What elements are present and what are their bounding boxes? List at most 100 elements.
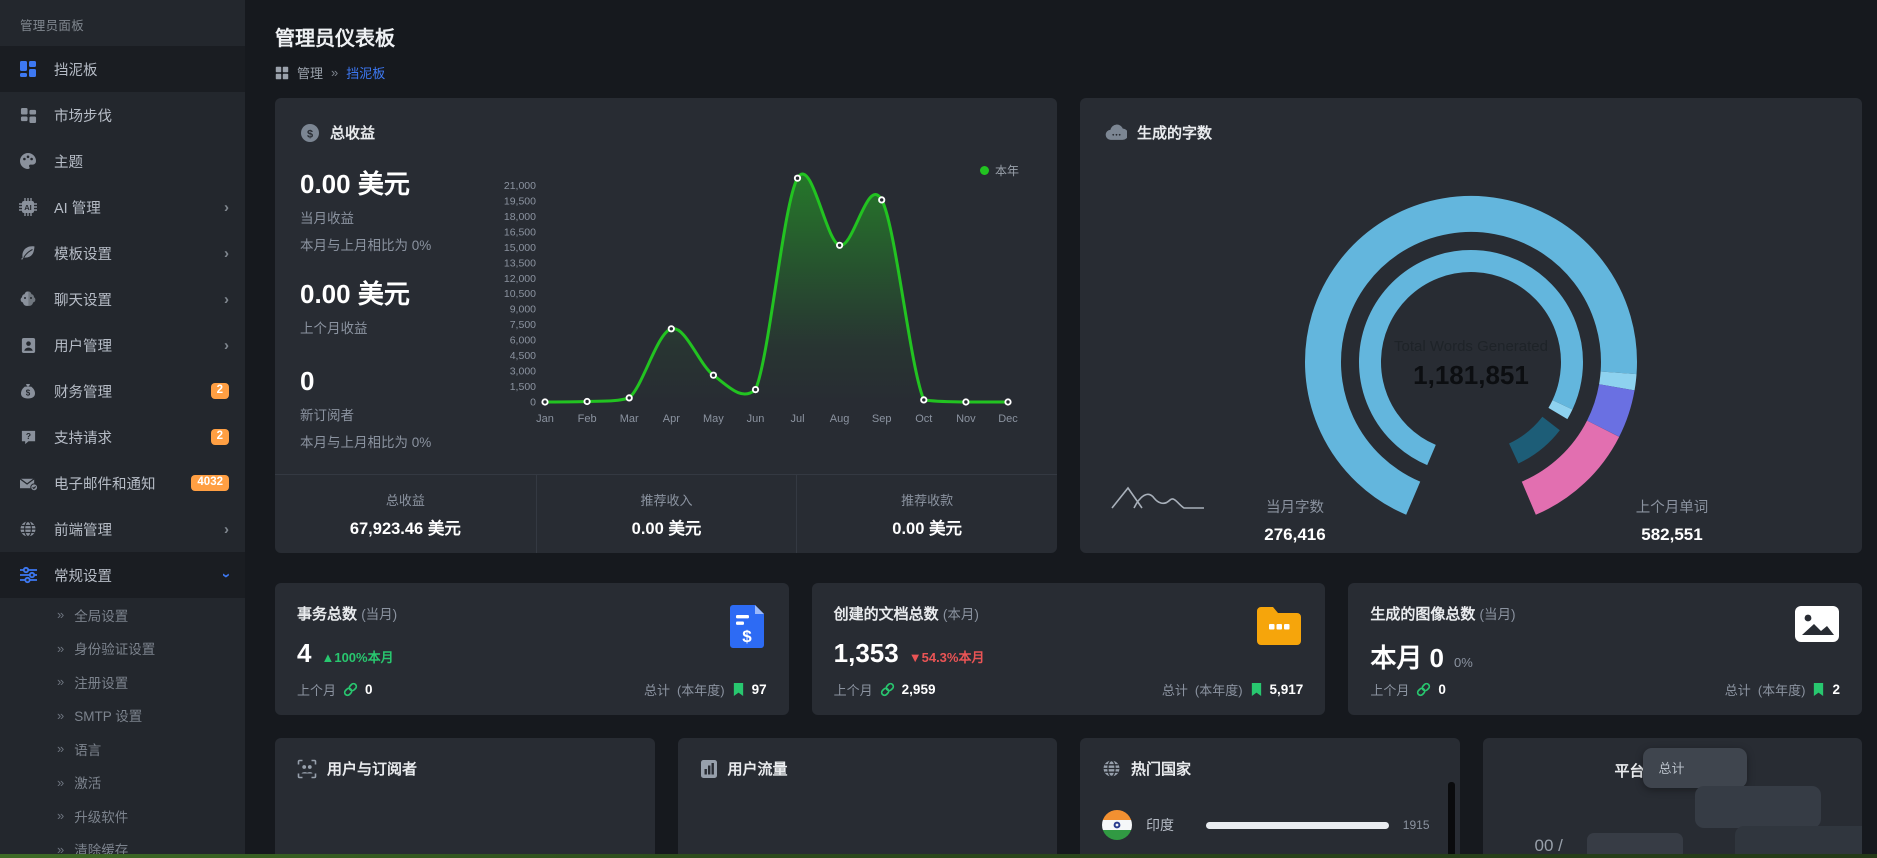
sidebar-subitem-activation[interactable]: » 激活	[0, 766, 245, 800]
sidebar-item-label: 支持请求	[54, 430, 112, 447]
sidebar-item-email[interactable]: 电子邮件和通知 4032	[0, 460, 245, 506]
stat-card-period: (本月)	[942, 607, 979, 622]
top-countries-card: 热门国家 印度 1915	[1080, 738, 1460, 858]
svg-text:Mar: Mar	[620, 413, 639, 425]
link-icon	[343, 682, 358, 697]
sidebar-item-general-settings[interactable]: 常规设置 ›	[0, 552, 245, 598]
svg-text:15,000: 15,000	[504, 242, 536, 254]
svg-text:0: 0	[530, 397, 536, 409]
breadcrumb: 管理 » 挡泥板	[275, 63, 1862, 82]
legend-marker	[979, 166, 989, 175]
sidebar-item-chat[interactable]: 聊天设置 ›	[0, 276, 245, 322]
subitem-label: 激活	[74, 776, 102, 792]
ai-chip-icon: AI	[18, 197, 38, 217]
cloud-icon	[1105, 124, 1127, 141]
bottom-progress-strip	[0, 854, 1877, 858]
sidebar-subitem-language[interactable]: » 语言	[0, 732, 245, 766]
users-card-title: 用户与订阅者	[327, 761, 418, 778]
sidebar-subitem-auth-settings[interactable]: » 身份验证设置	[0, 632, 245, 666]
sidebar-item-support[interactable]: ? 支持请求 2	[0, 414, 245, 460]
submenu-arrow-icon: »	[57, 640, 65, 656]
total-value: 5,917	[1269, 682, 1304, 697]
total-label: 总计	[1161, 683, 1188, 698]
total-period: (本年度)	[1194, 683, 1243, 698]
stat-card-title: 事务总数 (当月)	[297, 606, 398, 623]
revenue-area-chart: 21,000 19,500 18,000 16,500 15,000 13,500 12,0…	[460, 150, 1032, 455]
user-card-icon	[18, 335, 38, 355]
stat-card-value: 1,353	[833, 638, 899, 668]
dollar-circle-icon: $	[300, 123, 320, 143]
revenue-card-title: 总收益	[330, 125, 376, 142]
sidebar-item-themes[interactable]: 主题	[0, 138, 245, 184]
svg-text:10,500: 10,500	[504, 288, 536, 300]
platform-card-title: 平台	[1614, 763, 1645, 780]
last-month-words: 上个月单词 582,551	[1562, 496, 1782, 545]
skeleton-pill	[1586, 833, 1683, 858]
total-label: 总计	[643, 683, 670, 698]
prev-month-value: 2,959	[901, 682, 936, 697]
svg-text:Aug: Aug	[830, 413, 850, 425]
sidebar-item-label: 电子邮件和通知	[54, 476, 156, 493]
sidebar-item-users[interactable]: 用户管理 ›	[0, 322, 245, 368]
sidebar-item-label: 常规设置	[54, 568, 112, 585]
chart-legend[interactable]: 本年	[979, 162, 1019, 179]
platform-partial-value: 00 /	[1534, 836, 1563, 855]
stat-card-value: 本月 0	[1370, 643, 1445, 673]
sidebar-item-label: AI 管理	[54, 200, 101, 217]
sidebar-item-label: 用户管理	[54, 338, 112, 355]
footer-referral-income: 推荐收入 0.00 美元	[535, 475, 797, 553]
footer-label: 推荐收款	[901, 493, 954, 508]
skeleton-box	[1734, 826, 1862, 858]
up-arrow-icon: ▲	[321, 650, 335, 665]
sidebar-subitem-register-settings[interactable]: » 注册设置	[0, 665, 245, 699]
down-arrow-icon: ▼	[908, 650, 922, 665]
svg-text:$: $	[26, 389, 31, 398]
revenue-card-header: $ 总收益	[300, 122, 375, 143]
chevron-right-icon: ›	[224, 520, 229, 538]
sidebar-subitem-global-settings[interactable]: » 全局设置	[0, 598, 245, 632]
sidebar-item-label: 模板设置	[54, 246, 112, 263]
svg-text:13,500: 13,500	[504, 257, 536, 269]
footer-value: 0.00 美元	[631, 520, 702, 538]
revenue-footer: 总收益 67,923.46 美元 推荐收入 0.00 美元 推荐收款 0.00 …	[275, 474, 1057, 553]
sidebar-subitem-upgrade[interactable]: » 升级软件	[0, 799, 245, 833]
submenu-arrow-icon: »	[57, 774, 65, 790]
stat-card-title: 创建的文档总数 (本月)	[833, 606, 979, 623]
sidebar-item-templates[interactable]: 模板设置 ›	[0, 230, 245, 276]
breadcrumb-root[interactable]: 管理	[297, 66, 324, 81]
sidebar-item-frontend[interactable]: 前端管理 ›	[0, 506, 245, 552]
sidebar-subitem-smtp-settings[interactable]: » SMTP 设置	[0, 699, 245, 733]
subitem-label: 全局设置	[74, 608, 129, 624]
total-value: 2	[1832, 682, 1840, 697]
subitem-label: 注册设置	[74, 675, 129, 691]
invoice-icon: $	[727, 605, 767, 651]
total-period: (本年度)	[1757, 683, 1806, 698]
stat-card-bottom: 上个月 0 总计 (本年度) 2	[1370, 680, 1840, 699]
total-value: 97	[751, 682, 767, 697]
sliders-icon	[18, 565, 38, 585]
svg-text:AI: AI	[24, 203, 32, 212]
svg-text:Jan: Jan	[536, 413, 554, 425]
brain-icon	[18, 289, 38, 309]
footer-label: 总收益	[385, 493, 425, 508]
vertical-scrollbar[interactable]	[1447, 782, 1455, 858]
sidebar-item-finance[interactable]: $ 财务管理 2	[0, 368, 245, 414]
breadcrumb-current[interactable]: 挡泥板	[346, 66, 386, 81]
stat-card-change: ▼54.3%本月	[908, 650, 985, 665]
support-badge: 2	[210, 428, 229, 446]
stat-card-bottom: 上个月 0 总计 (本年度) 97	[297, 680, 767, 699]
country-value: 1915	[1402, 818, 1430, 832]
svg-text:3,000: 3,000	[510, 366, 536, 378]
country-name: 印度	[1146, 817, 1174, 833]
bookmark-icon	[1251, 683, 1261, 696]
chevron-right-icon: ›	[224, 198, 229, 216]
finance-badge: 2	[210, 382, 229, 400]
sidebar-item-dashboard[interactable]: 挡泥板	[0, 46, 245, 92]
globe-icon	[18, 519, 38, 539]
chevron-right-icon: ›	[224, 290, 229, 308]
breadcrumb-separator: »	[331, 65, 339, 80]
sidebar-item-marketplace[interactable]: 市场步伐	[0, 92, 245, 138]
country-row-india: 印度 1915	[1102, 810, 1430, 840]
users-group-icon	[297, 759, 317, 779]
sidebar-item-ai[interactable]: AI AI 管理 ›	[0, 184, 245, 230]
